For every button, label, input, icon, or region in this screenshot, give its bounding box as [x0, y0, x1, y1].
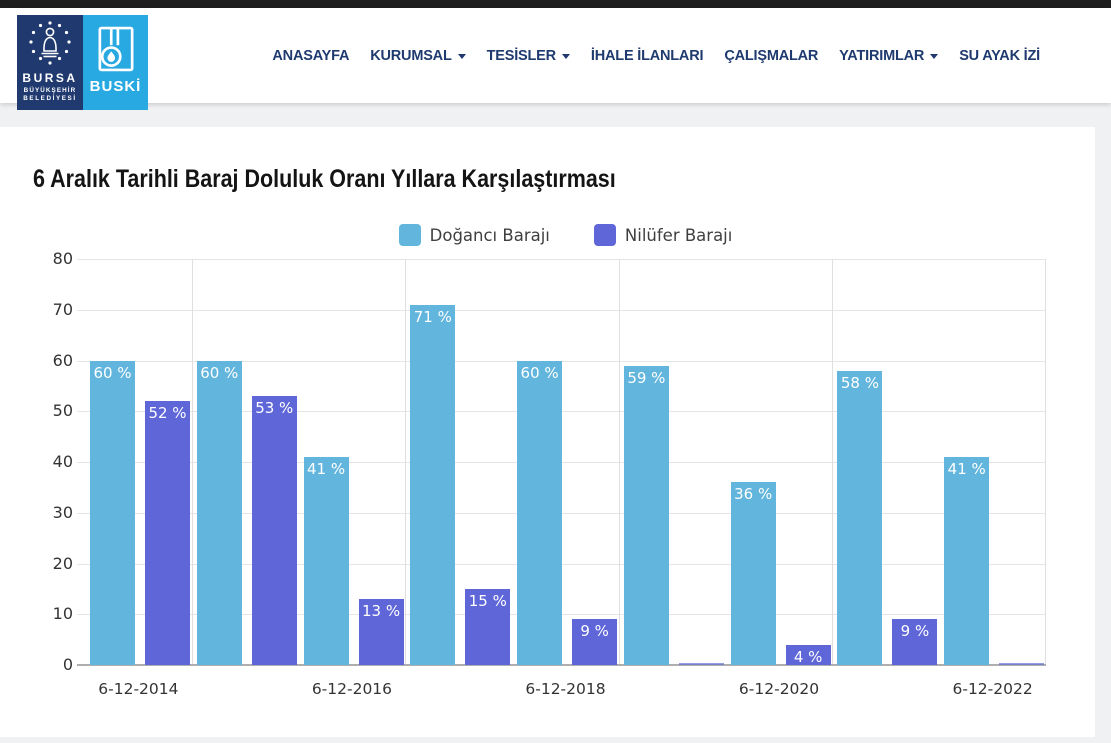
nav-item-su-ayak-izi[interactable]: SU AYAK İZİ — [959, 47, 1040, 64]
bar-value-label: 9 % — [900, 622, 930, 641]
y-axis-tick-label: 0 — [62, 655, 73, 674]
v-gridline — [1045, 259, 1046, 665]
nav-item-tesisler[interactable]: TESİSLER — [487, 48, 570, 64]
bar-doganci[interactable]: 41 % — [303, 456, 349, 665]
chevron-down-icon — [457, 54, 466, 59]
y-axis-tick-label: 50 — [52, 401, 73, 421]
nav-item-ihale-ilanlari[interactable]: İHALE İLANLARI — [590, 47, 704, 64]
bar-group: 41 % 13 % — [299, 259, 406, 665]
bar-value-label: 9 % — [580, 622, 609, 641]
bar-value-label: 13 % — [361, 602, 401, 621]
x-axis-tick-label: 6-12-2020 — [738, 680, 820, 698]
bar-nilufer[interactable]: 53 % — [251, 396, 297, 665]
bar-doganci[interactable]: 59 % — [623, 365, 669, 665]
chevron-down-icon — [930, 54, 939, 59]
buski-logo: BUSKİ — [83, 15, 148, 110]
y-axis-tick-label: 60 — [52, 350, 73, 370]
y-axis-tick-label: 10 — [52, 604, 73, 624]
h-gridline — [77, 309, 1046, 311]
city-seal-icon — [29, 21, 71, 65]
legend-swatch-nilufer — [593, 224, 616, 246]
bursa-municipality-logo: BURSA BÜYÜKŞEHİR BELEDİYESİ — [17, 15, 83, 110]
bar-group: 60 % 52 % — [85, 259, 192, 665]
v-gridline — [405, 259, 407, 665]
y-axis-tick-label: 20 — [52, 553, 73, 573]
v-gridline — [832, 259, 834, 665]
bar-nilufer[interactable] — [999, 663, 1045, 665]
bar-group: 71 % 15 % — [405, 259, 512, 665]
bar-doganci[interactable]: 71 % — [410, 304, 456, 665]
bar-value-label: 60 % — [93, 363, 132, 382]
nav-item-calismalar[interactable]: ÇALIŞMALAR — [724, 47, 819, 64]
logo-text-bursa: BURSA — [22, 71, 78, 85]
bar-value-label: 41 % — [306, 459, 346, 478]
legend-item-nilufer[interactable]: Nilüfer Barajı — [593, 224, 733, 246]
legend-label-nilufer: Nilüfer Barajı — [624, 225, 733, 245]
bar-doganci[interactable]: 58 % — [837, 370, 883, 665]
nav-item-anasayfa[interactable]: ANASAYFA — [272, 47, 350, 64]
bar-nilufer[interactable]: 13 % — [358, 599, 404, 665]
bar-nilufer[interactable]: 15 % — [465, 588, 511, 665]
top-strip — [0, 0, 1111, 8]
chart-legend: Doğancı Barajı Nilüfer Barajı — [85, 224, 1046, 246]
bar-value-label: 59 % — [627, 368, 666, 387]
v-gridline — [618, 259, 620, 665]
y-axis-tick-label: 40 — [52, 452, 73, 471]
page-title: 6 Aralık Tarihli Baraj Doluluk Oranı Yıl… — [33, 165, 616, 193]
x-axis-tick-label: 6-12-2022 — [952, 680, 1033, 698]
bar-doganci[interactable]: 60 % — [517, 360, 563, 665]
legend-swatch-doganci — [398, 224, 421, 246]
logo-text-belediyesi: BELEDİYESİ — [23, 95, 77, 102]
nav-item-kurumsal[interactable]: KURUMSAL — [370, 48, 466, 64]
site-header: BURSA BÜYÜKŞEHİR BELEDİYESİ BUSKİ ANASAY… — [0, 8, 1111, 110]
y-axis-tick-label: 70 — [52, 299, 73, 319]
bar-value-label: 53 % — [255, 399, 294, 418]
bar-value-label: 58 % — [840, 373, 879, 392]
logo-text-buski: BUSKİ — [89, 78, 142, 95]
logo-text-buyuksehir: BÜYÜKŞEHİR — [23, 87, 77, 94]
bar-value-label: 71 % — [413, 307, 452, 326]
bar-nilufer[interactable]: 4 % — [785, 644, 831, 666]
x-axis-tick-label: 6-12-2016 — [311, 680, 393, 698]
bar-group: 36 % 4 % — [726, 259, 833, 666]
bar-doganci[interactable]: 60 % — [90, 360, 135, 665]
bar-value-label: 15 % — [468, 591, 507, 610]
bar-group: 60 % 9 % — [512, 259, 619, 665]
plot-area: 0 10 20 30 40 50 60 70 80 60 % 52 % 60 % 53 % 41 % 13 … — [53, 249, 1046, 698]
v-gridline — [191, 259, 193, 665]
bar-doganci[interactable]: 41 % — [944, 456, 990, 665]
water-drop-icon — [98, 26, 133, 72]
bar-value-label: 52 % — [148, 404, 187, 423]
bar-nilufer[interactable]: 9 % — [892, 619, 938, 665]
main-nav: ANASAYFA KURUMSAL TESİSLER İHALE İLANLAR… — [272, 8, 1040, 103]
y-axis-tick-label: 80 — [52, 249, 73, 268]
x-axis-tick-label: 6-12-2018 — [525, 680, 606, 698]
x-axis-tick-label: 6-12-2014 — [98, 680, 179, 698]
nav-item-yatirimlar[interactable]: YATIRIMLAR — [839, 48, 939, 64]
bar-value-label: 41 % — [947, 459, 986, 478]
bar-group: 60 % 53 % — [192, 259, 299, 665]
bar-group: 59 % — [619, 259, 726, 665]
chevron-down-icon — [561, 54, 570, 59]
legend-item-doganci[interactable]: Doğancı Barajı — [398, 224, 550, 246]
x-axis-line — [77, 664, 1046, 666]
bar-nilufer[interactable] — [678, 663, 724, 665]
bar-group: 41 % — [939, 259, 1046, 665]
bar-doganci[interactable]: 36 % — [730, 482, 776, 665]
bar-value-label: 60 % — [200, 363, 239, 382]
bar-value-label: 36 % — [734, 485, 773, 504]
bar-value-label: 4 % — [793, 647, 823, 666]
legend-label-doganci: Doğancı Barajı — [429, 225, 550, 245]
bar-nilufer[interactable]: 9 % — [572, 619, 618, 665]
bursa-buski-logo[interactable]: BURSA BÜYÜKŞEHİR BELEDİYESİ BUSKİ — [17, 15, 148, 110]
content-card: 6 Aralık Tarihli Baraj Doluluk Oranı Yıl… — [0, 127, 1095, 737]
bar-nilufer[interactable]: 52 % — [145, 401, 190, 665]
h-gridline — [77, 259, 1046, 260]
bar-doganci[interactable]: 60 % — [196, 360, 242, 665]
y-axis-tick-label: 30 — [52, 502, 73, 522]
bar-group: 58 % 9 % — [832, 259, 939, 665]
bar-value-label: 60 % — [520, 363, 559, 382]
